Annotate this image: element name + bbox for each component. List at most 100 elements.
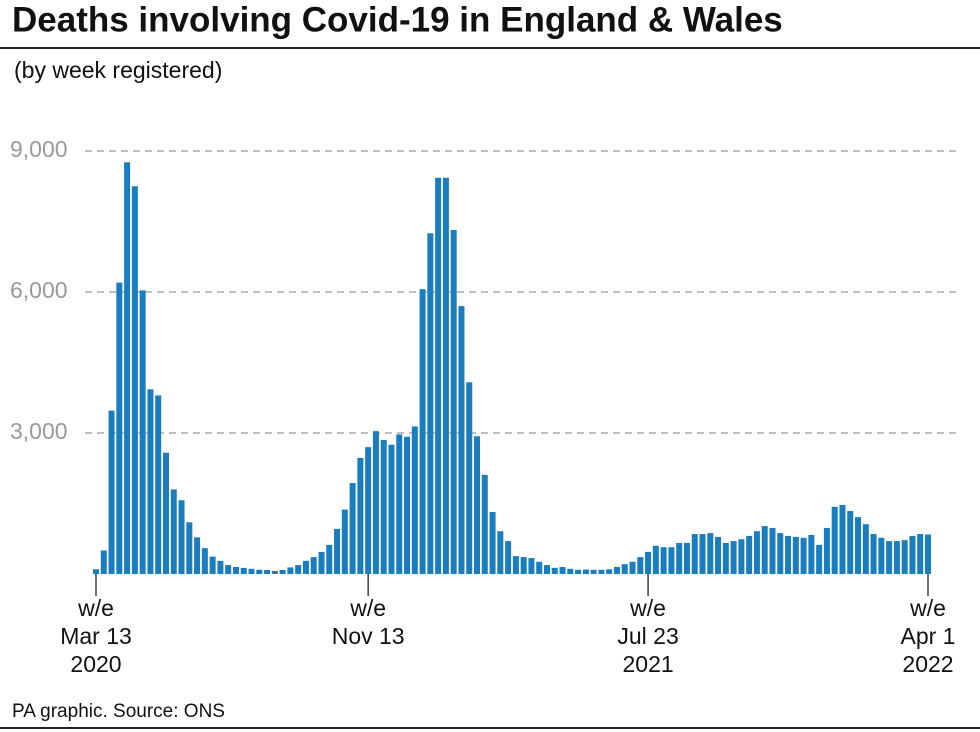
chart-title: Deaths involving Covid-19 in England & W…: [12, 0, 783, 39]
bar: [582, 569, 589, 574]
bar: [901, 540, 908, 574]
bar: [691, 534, 698, 574]
bar: [621, 564, 628, 574]
bar: [886, 541, 893, 574]
bar: [925, 534, 931, 574]
bar: [637, 557, 644, 574]
bar: [124, 162, 131, 574]
bar: [217, 560, 224, 574]
bar: [699, 534, 706, 574]
bar: [209, 556, 216, 574]
bar: [458, 306, 465, 574]
bar: [279, 570, 286, 574]
x-tick-label: w/e Jul 23 2021: [617, 595, 678, 677]
bar: [707, 533, 714, 574]
bar: [730, 541, 737, 574]
y-tick-label: 9,000: [10, 136, 68, 162]
bar: [567, 568, 574, 574]
bar: [753, 531, 760, 574]
bar: [287, 567, 294, 574]
bar: [466, 382, 473, 574]
bar: [404, 436, 411, 574]
bar: [435, 177, 442, 575]
chart-subtitle: (by week registered): [14, 57, 222, 83]
bar: [295, 565, 302, 574]
bar: [93, 569, 99, 574]
bar: [800, 537, 807, 574]
bar: [683, 542, 690, 574]
bar: [722, 542, 729, 574]
bar: [769, 527, 776, 574]
bar: [108, 410, 115, 574]
y-tick-label: 3,000: [10, 418, 68, 444]
bar: [606, 569, 613, 574]
bar: [761, 526, 768, 574]
bar: [785, 535, 792, 574]
bar: [419, 289, 426, 574]
bar: [528, 558, 535, 574]
x-tick-label: w/e Mar 13 2020: [60, 595, 132, 677]
bar: [256, 569, 263, 574]
bar: [162, 452, 169, 574]
bar: [917, 534, 924, 574]
bar: [411, 426, 418, 574]
bar: [155, 395, 162, 574]
bar: [248, 568, 255, 574]
bar: [660, 547, 667, 574]
bar: [357, 457, 364, 574]
bar: [474, 436, 481, 574]
bar: [489, 511, 496, 574]
bar: [427, 233, 434, 574]
bar: [349, 483, 356, 574]
bar: [715, 536, 722, 574]
bar: [481, 474, 488, 574]
bar: [668, 547, 675, 574]
bar: [318, 551, 325, 574]
bar: [738, 539, 745, 574]
y-tick-label: 6,000: [10, 277, 68, 303]
bar: [878, 537, 885, 574]
bar: [652, 545, 659, 574]
bar: [310, 557, 317, 574]
bar: [792, 536, 799, 574]
bar: [225, 565, 232, 574]
bar: [839, 504, 846, 574]
bar: [365, 447, 372, 574]
bar: [823, 527, 830, 574]
bar: [264, 570, 271, 574]
x-tick-label: w/e Apr 1 2022: [901, 595, 956, 677]
bar: [139, 290, 146, 574]
bar: [178, 500, 185, 574]
bar: [676, 542, 683, 574]
bar: [543, 565, 550, 574]
bar: [442, 177, 449, 575]
bar: [831, 506, 838, 574]
bar: [388, 444, 395, 574]
bar: [326, 544, 333, 574]
bar: [536, 561, 543, 574]
bar: [909, 535, 916, 574]
bar: [590, 569, 597, 574]
bar: [816, 544, 823, 574]
bar: [497, 531, 504, 574]
bar: [746, 535, 753, 574]
bar: [613, 566, 620, 574]
x-tick-label: w/e Nov 13: [332, 595, 405, 649]
bar: [147, 389, 154, 574]
bar: [372, 431, 379, 574]
bar: [170, 489, 177, 574]
bar: [629, 561, 636, 574]
source-note: PA graphic. Source: ONS: [12, 701, 225, 722]
bar: [645, 551, 652, 574]
bar: [450, 229, 457, 574]
bar: [551, 567, 558, 574]
bar: [598, 569, 605, 574]
bar: [777, 533, 784, 574]
bar: [380, 440, 387, 574]
bar: [575, 569, 582, 574]
bar: [808, 534, 815, 574]
bar: [271, 570, 278, 574]
bar: [201, 548, 208, 574]
bar: [870, 534, 877, 574]
